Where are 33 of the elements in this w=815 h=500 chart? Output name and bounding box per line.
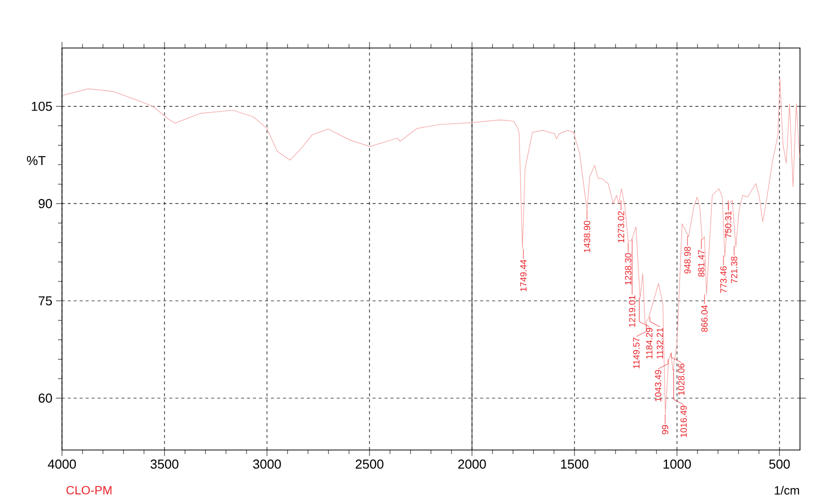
annotation: 1149.57	[633, 338, 640, 368]
y-axis-title: %T	[26, 156, 46, 166]
annotation: 99	[662, 425, 668, 434]
annotation: 1438.90	[584, 220, 590, 252]
annotation: 881.47	[698, 250, 704, 277]
annotation: 721.38	[730, 256, 738, 284]
annotation: 1238.30	[624, 253, 632, 285]
annotation: 1749.44	[520, 260, 527, 292]
x-tick-label: 3000	[253, 460, 281, 469]
x-tick-label: 3500	[150, 460, 178, 469]
annotation: 866.04	[701, 305, 708, 332]
x-tick-label: 2000	[458, 460, 486, 469]
annotation: 750.31	[725, 211, 732, 238]
x-tick-label: 2500	[356, 460, 384, 469]
annotation: 948.98	[684, 246, 691, 274]
x-tick-label: 500	[769, 460, 790, 469]
annotation: 1273.02	[618, 211, 624, 243]
y-tick-label: 90	[38, 199, 52, 208]
x-tick-label: 4000	[48, 460, 76, 469]
y-tick-label: 60	[38, 394, 52, 403]
annotation: 773.46	[720, 266, 727, 293]
x-axis-title: 1/cm	[774, 486, 800, 495]
annotation: 1043.49	[654, 370, 662, 402]
annotation: 1132.21	[656, 328, 664, 359]
annotation: 1184.29	[646, 328, 652, 359]
annotation: 1219.01	[628, 296, 636, 327]
annotation: 1016.49	[680, 406, 687, 438]
annotation: 1028.06	[678, 364, 684, 395]
text: CLO-PM	[66, 486, 112, 494]
y-tick-label: 75	[38, 296, 52, 306]
y-tick-label: 105	[32, 102, 52, 111]
x-tick-label: 1500	[561, 460, 588, 469]
x-tick-label: 1000	[664, 460, 691, 469]
